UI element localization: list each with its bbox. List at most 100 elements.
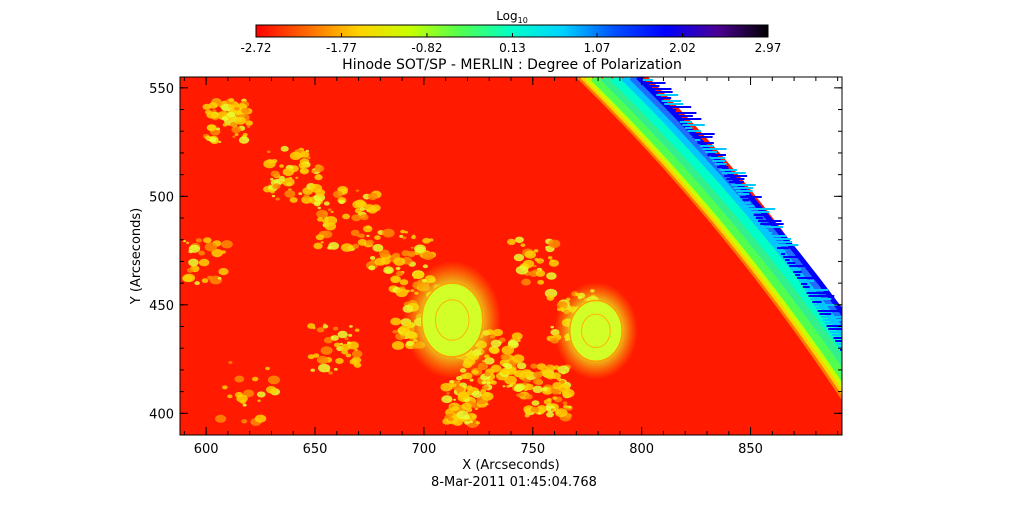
- plage-speck: [374, 235, 381, 240]
- plage-speck: [391, 341, 405, 350]
- plage-speck: [468, 420, 473, 424]
- plage-speck: [234, 116, 246, 125]
- plage-speck: [392, 252, 401, 259]
- limb-band: [580, 77, 842, 396]
- colorbar-tick-label: 2.97: [755, 41, 782, 55]
- plage-speck: [204, 242, 218, 252]
- plage-speck: [330, 210, 334, 213]
- plage-speck: [339, 342, 344, 346]
- plage-speck: [511, 332, 523, 341]
- plage-speck: [222, 385, 228, 390]
- plage-speck: [422, 237, 431, 244]
- plage-speck: [265, 366, 270, 371]
- plage-speck: [346, 341, 351, 345]
- plage-speck: [546, 295, 555, 301]
- plage-speck: [218, 140, 222, 143]
- colorbar-tick-label: -0.82: [411, 41, 442, 55]
- colorbar-tick-label: -1.77: [326, 41, 357, 55]
- plage-speck: [515, 236, 524, 243]
- plage-speck: [267, 186, 273, 190]
- colorbar-label: Log10: [496, 9, 528, 25]
- x-tick-label: 700: [411, 442, 436, 457]
- plage-speck: [562, 401, 568, 405]
- plage-speck: [366, 234, 370, 238]
- plage-speck: [307, 354, 315, 360]
- plage-speck: [275, 197, 280, 201]
- plage-speck: [410, 246, 414, 249]
- plage-speck: [530, 406, 539, 413]
- plage-speck: [474, 407, 478, 411]
- plage-speck: [241, 107, 250, 114]
- plage-speck: [523, 387, 529, 392]
- plage-speck: [280, 145, 289, 152]
- plage-speck: [395, 270, 404, 277]
- plage-speck: [188, 258, 199, 267]
- plage-speck: [532, 385, 543, 394]
- plage-speck: [212, 109, 217, 113]
- plage-speck: [188, 244, 201, 253]
- sunspot-umbra: [420, 282, 484, 358]
- plage-speck: [352, 243, 360, 249]
- plage-speck: [254, 414, 267, 423]
- plage-speck: [441, 395, 453, 404]
- plage-speck: [509, 384, 513, 387]
- plage-speck: [227, 394, 233, 399]
- plage-speck: [546, 272, 557, 280]
- plage-speck: [501, 345, 514, 355]
- plage-speck: [234, 133, 239, 136]
- plage-speck: [533, 371, 543, 379]
- plage-speck: [333, 326, 339, 331]
- plage-speck: [234, 375, 245, 383]
- plage-speck: [341, 349, 349, 355]
- plage-speck: [318, 363, 331, 373]
- plage-speck: [357, 210, 363, 215]
- plage-speck: [221, 240, 233, 249]
- plage-speck: [508, 339, 518, 347]
- plage-speck: [374, 257, 386, 266]
- plage-speck: [395, 288, 408, 298]
- sunspot-core-ring: [434, 299, 470, 341]
- plage-speck: [362, 225, 373, 233]
- plage-speck: [314, 174, 323, 181]
- plage-speck: [548, 239, 561, 249]
- colorbar-tick-label: 2.02: [669, 41, 696, 55]
- plage-speck: [502, 385, 506, 388]
- plage-speck: [265, 386, 277, 394]
- plage-speck: [446, 392, 450, 395]
- plage-speck: [351, 214, 362, 222]
- plage-speck: [185, 241, 190, 244]
- plage-speck: [378, 249, 390, 258]
- colorbar-tick-label: -2.72: [240, 41, 271, 55]
- plage-speck: [551, 388, 560, 395]
- x-tick-label: 750: [520, 442, 545, 457]
- plage-speck: [514, 370, 525, 378]
- plage-speck: [216, 127, 221, 131]
- plage-speck: [266, 159, 274, 164]
- plage-speck: [504, 363, 513, 370]
- plage-speck: [182, 240, 187, 243]
- plage-speck: [186, 268, 194, 273]
- plage-speck: [232, 135, 236, 138]
- plage-speck: [344, 337, 349, 341]
- plage-speck: [267, 375, 280, 385]
- plage-speck: [532, 378, 543, 385]
- plage-speck: [490, 380, 497, 385]
- limb-band: [600, 77, 842, 368]
- plage-speck: [236, 394, 248, 403]
- plage-speck: [519, 393, 525, 397]
- plage-speck: [368, 265, 376, 271]
- plage-speck: [315, 189, 326, 197]
- plage-speck: [414, 244, 426, 254]
- plage-speck: [558, 384, 571, 393]
- plage-speck: [404, 231, 409, 234]
- plage-speck: [390, 275, 401, 284]
- plage-speck: [206, 111, 217, 119]
- plage-speck: [335, 357, 344, 365]
- plage-speck: [221, 116, 229, 121]
- plage-speck: [228, 360, 233, 364]
- sunspot-umbra: [569, 299, 623, 362]
- plage-speck: [317, 217, 324, 222]
- plage-speck: [534, 258, 539, 261]
- plage-speck: [330, 335, 339, 341]
- chart-title: Hinode SOT/SP - MERLIN : Degree of Polar…: [342, 57, 682, 73]
